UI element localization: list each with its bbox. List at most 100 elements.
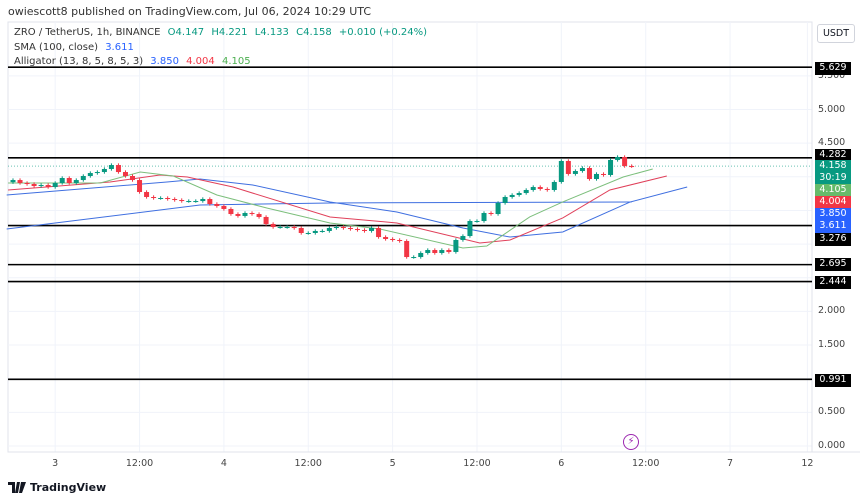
candle-body: [467, 221, 473, 237]
candle-body: [256, 214, 262, 217]
candle-body: [340, 227, 346, 229]
chart-legend: ZRO / TetherUS, 1h, BINANCE O4.147 H4.22…: [14, 26, 431, 70]
candle-body: [38, 185, 44, 187]
symbol-label: ZRO / TetherUS, 1h, BINANCE: [14, 27, 161, 38]
candle-body: [404, 241, 410, 258]
candle-body: [615, 157, 621, 160]
change-value: +0.010 (+0.24%): [338, 27, 428, 38]
open-value: O4.147: [167, 27, 205, 38]
candle-body: [397, 239, 403, 242]
candle-body: [10, 180, 16, 183]
sma-value: 3.611: [105, 41, 134, 53]
candle-body: [558, 160, 564, 182]
y-tick-label: 5.500: [818, 69, 846, 81]
candle-body: [460, 236, 466, 240]
candle-body: [502, 196, 508, 203]
candle-body: [186, 201, 192, 203]
candle-body: [453, 239, 459, 252]
candle-body: [579, 167, 585, 172]
candle-body: [101, 168, 107, 173]
price-badge-level: 0.991: [815, 374, 851, 387]
candle-body: [622, 157, 628, 167]
currency-button[interactable]: USDT: [817, 24, 855, 43]
indicator-line-lips: [8, 168, 653, 249]
candle-body: [298, 228, 304, 233]
candle-body: [284, 227, 290, 229]
candle-body: [390, 238, 396, 240]
candle-body: [369, 228, 375, 231]
candle-body: [425, 250, 431, 253]
candle-body: [411, 257, 417, 259]
candle-body: [383, 237, 389, 239]
price-badge-level: 5.629: [815, 62, 851, 75]
candle-body: [305, 232, 311, 234]
candle-body: [214, 203, 220, 207]
candle-body: [319, 230, 325, 232]
logo-text: TradingView: [30, 481, 107, 494]
candle-body: [80, 175, 86, 181]
jaw-value: 3.850: [150, 56, 179, 67]
candle-body: [122, 172, 128, 176]
y-tick-label: 0.000: [818, 440, 846, 451]
price-badge-level: 4.282: [815, 149, 851, 162]
candle-body: [572, 171, 578, 174]
x-tick-label: 6: [558, 458, 565, 469]
candle-body: [488, 213, 494, 215]
price-badge-level: 3.276: [815, 233, 851, 246]
candle-body: [24, 182, 30, 185]
candle-body: [59, 178, 65, 183]
candle-body: [66, 178, 72, 183]
candle-body: [179, 200, 185, 202]
candle-body: [291, 227, 297, 229]
candle-body: [200, 199, 206, 202]
high-value: H4.221: [211, 27, 248, 38]
y-tick-label: 5.000: [818, 103, 846, 115]
x-tick-label: 5: [389, 458, 396, 469]
candle-body: [432, 250, 438, 253]
y-tick-label: 2.000: [818, 305, 846, 317]
candle-body: [235, 214, 241, 216]
indicator-line-sma-100: [6, 201, 632, 230]
candle-body: [221, 206, 227, 209]
lightning-icon[interactable]: ⚡: [623, 434, 639, 450]
alligator-label: Alligator (13, 8, 5, 8, 5, 3): [14, 56, 144, 67]
indicator-line-teeth: [8, 174, 667, 244]
y-tick-label: 0.500: [818, 406, 846, 418]
lips-value: 4.105: [221, 56, 251, 67]
x-tick-label: 12:00: [463, 458, 491, 469]
candle-body: [362, 229, 367, 231]
x-tick-label: 3: [52, 458, 59, 469]
candle-body: [172, 199, 178, 201]
candle-body: [593, 173, 599, 180]
candle-body: [376, 228, 382, 238]
candle-body: [137, 180, 143, 193]
candle-body: [354, 229, 360, 231]
candle-body: [418, 252, 424, 258]
candle-body: [481, 213, 487, 222]
price-badge-teeth: 4.004: [815, 196, 851, 209]
sma-label: SMA (100, close): [14, 41, 98, 53]
low-value: L4.133: [254, 27, 289, 38]
candle-body: [108, 165, 114, 169]
candle-body: [115, 165, 121, 173]
candle-body: [151, 196, 157, 198]
candle-body: [263, 216, 269, 224]
price-badge-sma: 3.611: [815, 220, 851, 233]
close-value: C4.158: [296, 27, 332, 38]
x-tick-label: 7: [727, 458, 734, 469]
candle-body: [165, 197, 171, 200]
candle-body: [474, 221, 480, 223]
candle-body: [207, 199, 213, 204]
candle-body: [629, 166, 635, 168]
candle-body: [242, 213, 248, 216]
price-badge-level: 2.444: [815, 276, 851, 289]
indicator-line-jaw: [6, 178, 688, 238]
x-tick-label: 12:00: [631, 458, 660, 469]
candle-body: [333, 227, 339, 229]
candle-body: [94, 172, 100, 174]
candle-body: [158, 197, 164, 199]
candle-body: [45, 185, 51, 188]
published-info: owiescott8 published on TradingView.com,…: [8, 5, 372, 18]
tradingview-logo[interactable]: TradingView: [8, 481, 106, 494]
